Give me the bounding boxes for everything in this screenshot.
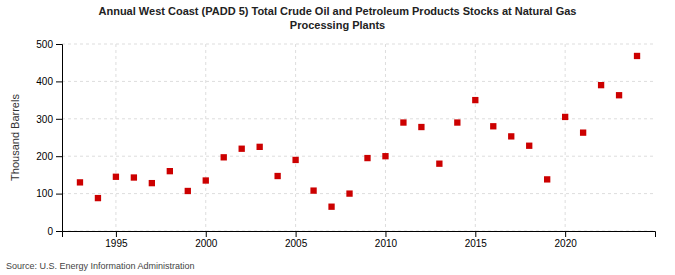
- point: [508, 133, 514, 139]
- grid-line-y: [62, 81, 655, 82]
- y-tick-mark: [56, 119, 62, 120]
- y-axis-line: [56, 45, 63, 232]
- title-line: Processing Plants: [290, 19, 385, 31]
- y-tick-mark: [56, 194, 62, 195]
- point: [400, 119, 406, 125]
- source: Source: U.S. Energy Information Administ…: [6, 261, 195, 271]
- point: [131, 174, 137, 180]
- x-tick-label: 2000: [195, 238, 218, 249]
- x-tick: 2020: [555, 231, 578, 249]
- x-tick: 2005: [285, 231, 308, 249]
- grid-line-y: [62, 44, 655, 45]
- point: [472, 97, 478, 103]
- y-tick-label: 400: [36, 76, 53, 87]
- x-axis: 1995 2000 2005 2010 2015 2020: [63, 231, 656, 249]
- y-tick-mark: [56, 231, 62, 232]
- point: [274, 173, 280, 179]
- x-tick: 2010: [375, 231, 398, 249]
- x-tick-mark: [296, 231, 297, 237]
- point: [454, 119, 460, 125]
- x-tick-label: 2015: [465, 238, 488, 249]
- y-axis-label: Thousand Barrels: [9, 94, 21, 181]
- grid-line-x: [565, 44, 566, 231]
- point: [544, 176, 550, 182]
- point: [346, 190, 352, 196]
- y-tick-mark: [56, 44, 62, 45]
- y-tick: 500: [36, 39, 62, 50]
- x-tick: 1995: [105, 231, 128, 249]
- point: [77, 179, 83, 185]
- grid-line-y: [62, 193, 655, 194]
- point: [526, 143, 532, 149]
- point: [239, 146, 245, 152]
- grid-line-x: [295, 44, 296, 231]
- x-tick: 2015: [465, 231, 488, 249]
- x-tick: 2000: [195, 231, 218, 249]
- y-tick: 300: [36, 114, 62, 125]
- point: [185, 188, 191, 194]
- point: [257, 144, 263, 150]
- point: [490, 123, 496, 129]
- y-tick: 400: [36, 76, 62, 87]
- point: [418, 124, 424, 130]
- y-tick: 100: [36, 188, 62, 199]
- y-tick-label: 0: [47, 226, 53, 237]
- y-tick-label: 500: [36, 39, 53, 50]
- point: [616, 92, 622, 98]
- y-axis: 0 100 200 300 400 500: [36, 39, 62, 237]
- y-tick: 0: [47, 226, 62, 237]
- x-tick-mark: [475, 231, 476, 237]
- x-tick-label: 2020: [555, 238, 578, 249]
- point: [580, 129, 586, 135]
- point: [310, 187, 316, 193]
- point: [95, 195, 101, 201]
- point: [203, 177, 209, 183]
- y-tick-label: 200: [36, 151, 53, 162]
- grid-line-x: [475, 44, 476, 231]
- x-tick-label: 2005: [285, 238, 308, 249]
- point: [328, 204, 334, 210]
- point: [113, 174, 119, 180]
- point: [364, 155, 370, 161]
- title-line: Annual West Coast (PADD 5) Total Crude O…: [99, 5, 577, 17]
- y-tick-mark: [56, 81, 62, 82]
- plot-area: 1995 2000 2005 2010 2015 2020 0 100 200 300 400 500: [36, 39, 655, 249]
- x-tick-label: 1995: [105, 238, 128, 249]
- point: [149, 180, 155, 186]
- y-tick-label: 100: [36, 188, 53, 199]
- x-tick-mark: [565, 231, 566, 237]
- point: [292, 157, 298, 163]
- x-tick-mark: [116, 231, 117, 237]
- grid-line-x: [385, 44, 386, 231]
- grid-line-x: [115, 44, 116, 231]
- y-tick: 200: [36, 151, 62, 162]
- point: [382, 153, 388, 159]
- x-tick-label: 2010: [375, 238, 398, 249]
- point: [598, 82, 604, 88]
- x-axis-line: [63, 232, 656, 238]
- x-tick-mark: [385, 231, 386, 237]
- x-tick-mark: [206, 231, 207, 237]
- point: [221, 154, 227, 160]
- grid-line-x: [205, 44, 206, 231]
- title: Annual West Coast (PADD 5) Total Crude O…: [99, 5, 577, 31]
- grid-line-y: [62, 156, 655, 157]
- point: [562, 114, 568, 120]
- y-tick-label: 300: [36, 114, 53, 125]
- point: [634, 53, 640, 59]
- y-tick-mark: [56, 156, 62, 157]
- chart-svg: 1995 2000 2005 2010 2015 2020 0 100 200 300 400 500…: [0, 0, 675, 275]
- point: [436, 161, 442, 167]
- marks: [77, 53, 640, 210]
- point: [167, 168, 173, 174]
- grid: [62, 44, 655, 231]
